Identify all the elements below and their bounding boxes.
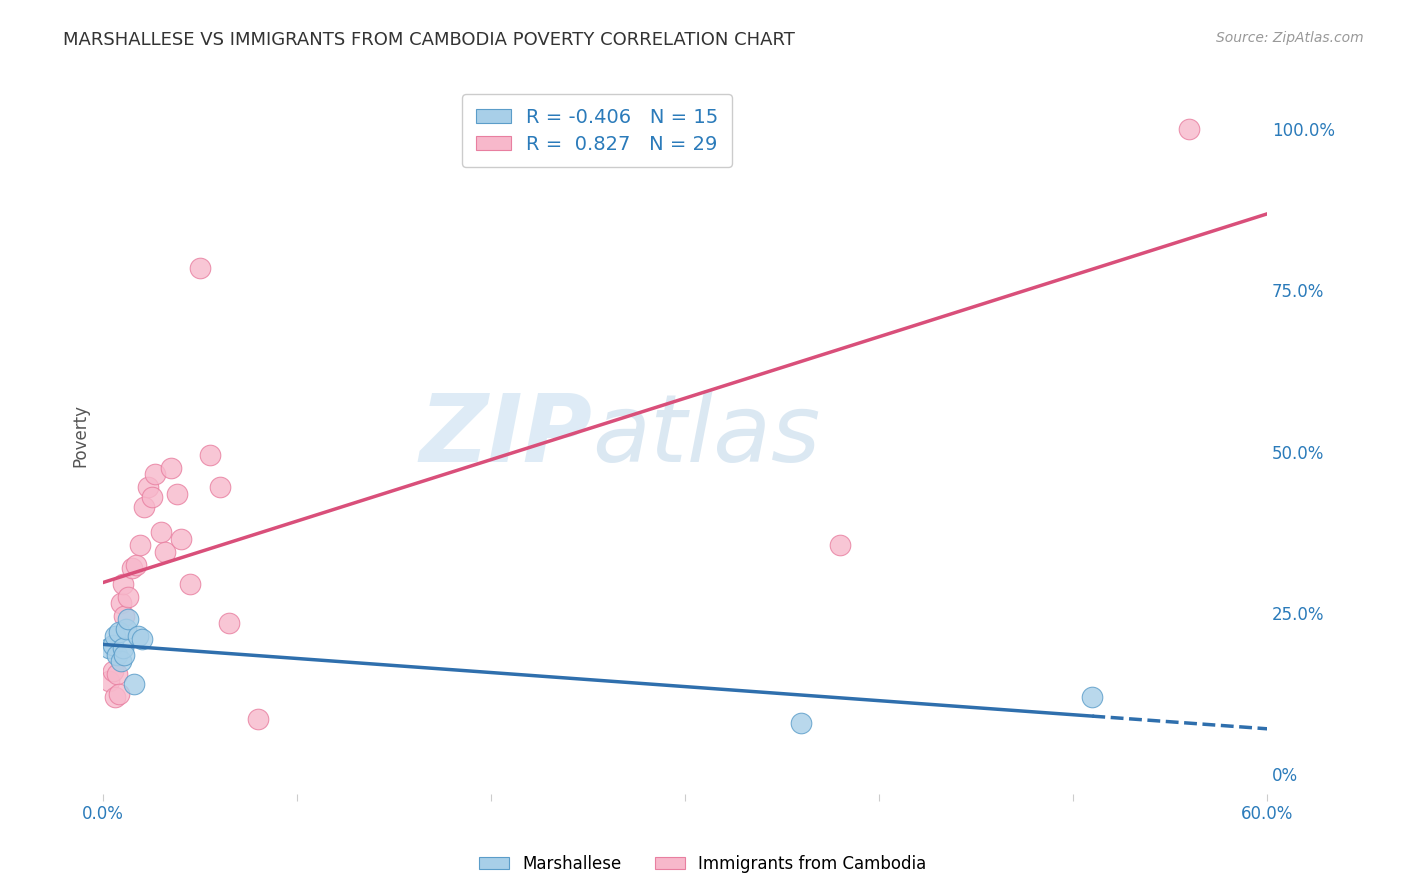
Point: [122, 677, 145, 691]
Point: [111, 641, 134, 656]
Point: [247, 713, 270, 727]
Point: [125, 558, 148, 572]
Point: [104, 690, 127, 704]
Text: MARSHALLESE VS IMMIGRANTS FROM CAMBODIA POVERTY CORRELATION CHART: MARSHALLESE VS IMMIGRANTS FROM CAMBODIA …: [63, 31, 796, 49]
Point: [110, 596, 132, 610]
Point: [127, 629, 149, 643]
Point: [208, 480, 231, 494]
Point: [101, 664, 124, 678]
Point: [107, 687, 129, 701]
Point: [188, 260, 211, 275]
Point: [117, 590, 139, 604]
Point: [179, 577, 201, 591]
Text: Source: ZipAtlas.com: Source: ZipAtlas.com: [1216, 31, 1364, 45]
Text: atlas: atlas: [592, 390, 820, 481]
Point: [170, 532, 193, 546]
Legend: R = -0.406   N = 15, R =  0.827   N = 29: R = -0.406 N = 15, R = 0.827 N = 29: [463, 95, 733, 168]
Point: [105, 648, 128, 662]
Point: [117, 612, 139, 626]
Point: [104, 629, 127, 643]
Point: [115, 622, 138, 636]
Point: [1178, 122, 1201, 136]
Point: [132, 500, 155, 514]
Point: [150, 525, 173, 540]
Point: [97, 673, 120, 688]
Point: [101, 638, 124, 652]
Point: [136, 480, 159, 494]
Y-axis label: Poverty: Poverty: [72, 404, 89, 467]
Point: [1081, 690, 1104, 704]
Point: [129, 538, 152, 552]
Point: [141, 490, 163, 504]
Point: [218, 615, 240, 630]
Point: [97, 641, 120, 656]
Point: [105, 667, 128, 681]
Point: [114, 648, 136, 662]
Point: [145, 467, 167, 482]
Point: [131, 632, 153, 646]
Point: [160, 460, 183, 475]
Point: [121, 561, 143, 575]
Point: [114, 609, 136, 624]
Text: ZIP: ZIP: [419, 390, 592, 482]
Point: [830, 538, 852, 552]
Point: [153, 545, 176, 559]
Point: [107, 625, 129, 640]
Point: [110, 654, 132, 668]
Point: [166, 486, 188, 500]
Point: [111, 577, 134, 591]
Legend: Marshallese, Immigrants from Cambodia: Marshallese, Immigrants from Cambodia: [472, 848, 934, 880]
Point: [198, 448, 221, 462]
Point: [790, 715, 813, 730]
